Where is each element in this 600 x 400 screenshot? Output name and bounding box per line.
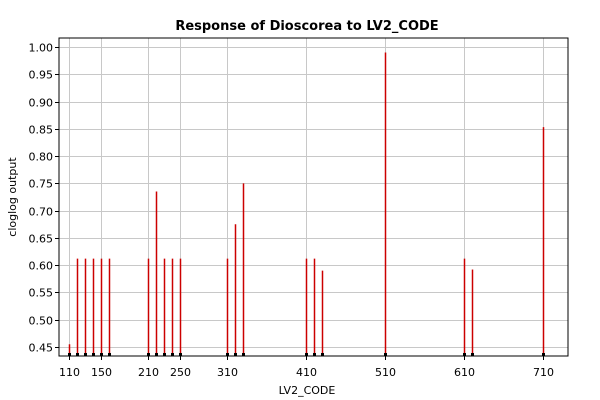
x-tick-label: 710 xyxy=(533,366,554,379)
plot-frame xyxy=(58,37,569,357)
y-tick-label: 0.85 xyxy=(29,124,54,137)
x-tick-label: 510 xyxy=(375,366,396,379)
bar-base-marker xyxy=(305,353,308,356)
x-tick-label: 250 xyxy=(170,366,191,379)
y-tick-label: 0.90 xyxy=(29,97,54,110)
x-tick-label: 210 xyxy=(138,366,159,379)
bar-base-marker xyxy=(384,353,387,356)
y-tick-label: 0.45 xyxy=(29,342,54,355)
bar-base-marker xyxy=(321,353,324,356)
y-tick-label: 0.75 xyxy=(29,178,54,191)
bar-base-marker xyxy=(242,353,245,356)
y-axis-label: cloglog output xyxy=(6,157,19,237)
bar-base-marker xyxy=(234,353,237,356)
y-tick-label: 0.50 xyxy=(29,315,54,328)
bar-base-marker xyxy=(171,353,174,356)
y-axis-ticks: 0.45 0.50 0.55 0.60 0.65 0.70 0.75 0.80 0.85 0.90… xyxy=(29,42,59,355)
chart-title: Response of Dioscorea to LV2_CODE xyxy=(175,19,438,34)
bar-base-marker xyxy=(84,353,87,356)
bar-base-marker xyxy=(147,353,150,356)
bar-base-marker xyxy=(226,353,229,356)
bar-base-marker xyxy=(155,353,158,356)
y-tick-label: 0.95 xyxy=(29,69,54,82)
y-tick-label: 1.00 xyxy=(29,42,54,55)
x-tick-label: 150 xyxy=(91,366,112,379)
bar-base-marker xyxy=(179,353,182,356)
bar-base-marker xyxy=(313,353,316,356)
y-tick-label: 0.60 xyxy=(29,260,54,273)
x-tick-label: 410 xyxy=(296,366,317,379)
x-tick-label: 110 xyxy=(59,366,80,379)
bar-base-marker xyxy=(163,353,166,356)
bar-base-marker xyxy=(463,353,466,356)
bar-base-marker xyxy=(108,353,111,356)
grid xyxy=(59,38,568,356)
x-tick-label: 610 xyxy=(454,366,475,379)
bar-base-marker xyxy=(471,353,474,356)
bar-base-marker xyxy=(68,353,71,356)
x-axis-ticks: 110 150 210 250 310 410 510 610 710 xyxy=(59,356,554,379)
y-tick-label: 0.80 xyxy=(29,151,54,164)
bar-base-marker xyxy=(542,353,545,356)
bar-base-marker xyxy=(92,353,95,356)
y-tick-label: 0.65 xyxy=(29,233,54,246)
bar-base-marker xyxy=(76,353,79,356)
bars xyxy=(68,52,545,356)
bar-base-marker xyxy=(100,353,103,356)
x-axis-label: LV2_CODE xyxy=(279,384,336,397)
x-tick-label: 310 xyxy=(217,366,238,379)
y-tick-label: 0.70 xyxy=(29,206,54,219)
y-tick-label: 0.55 xyxy=(29,287,54,300)
